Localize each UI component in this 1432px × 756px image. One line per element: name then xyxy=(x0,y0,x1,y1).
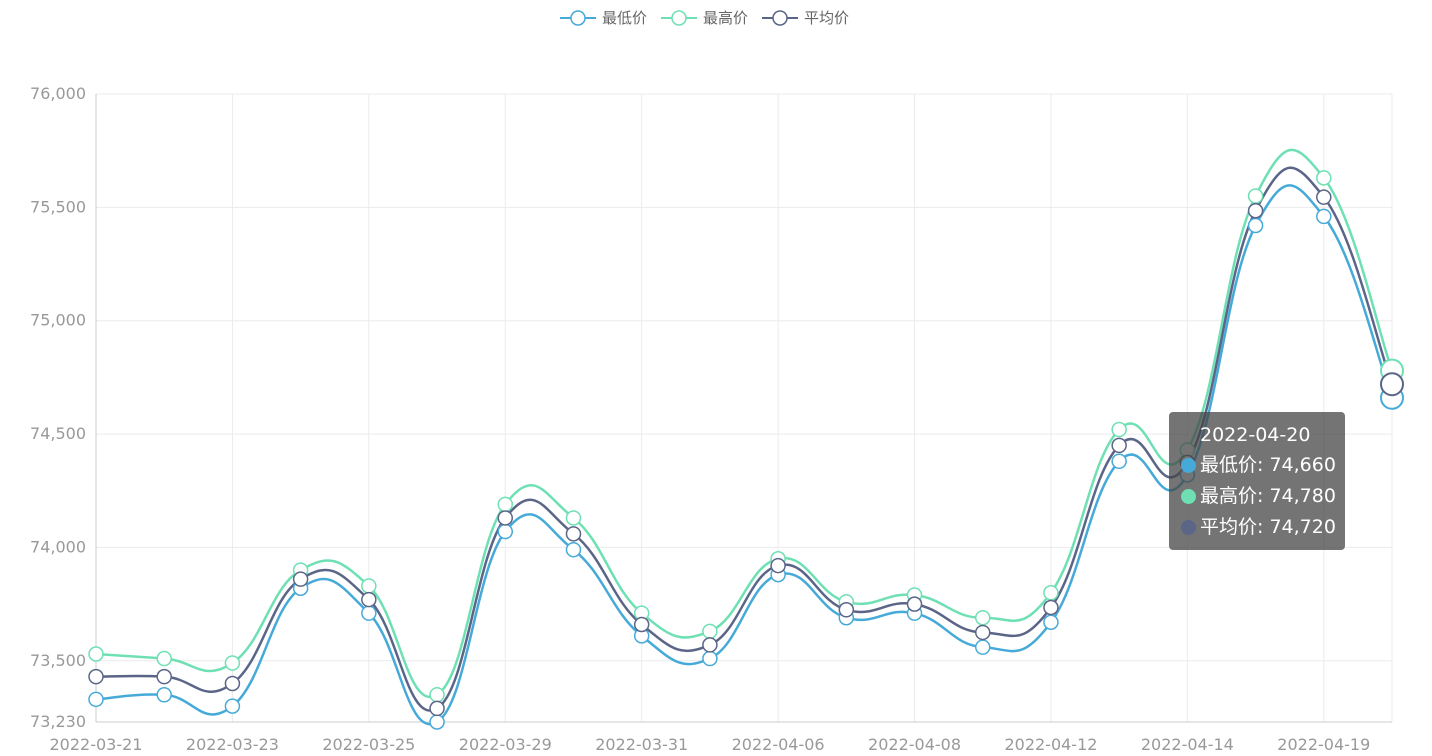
tooltip-title: 2022-04-20 xyxy=(1200,424,1311,446)
x-tick-label: 2022-04-19 xyxy=(1277,735,1370,754)
data-point-average[interactable] xyxy=(770,557,786,574)
legend-label-highest: 最高价 xyxy=(703,9,749,27)
tooltip-row-highest: 最高价: 74,780 xyxy=(1181,481,1345,512)
data-point-lowest[interactable] xyxy=(974,639,991,655)
data-point-highest[interactable] xyxy=(88,646,104,662)
data-point-highest[interactable] xyxy=(1247,188,1264,204)
data-point-average[interactable] xyxy=(838,602,855,618)
data-point-average[interactable] xyxy=(1247,203,1264,219)
data-point-highest[interactable] xyxy=(702,623,718,640)
legend-swatch-lowest xyxy=(560,9,596,26)
x-tick-label: 2022-04-06 xyxy=(732,735,825,754)
data-point-highest[interactable] xyxy=(1316,170,1332,186)
data-point-average[interactable] xyxy=(565,526,582,542)
data-point-average[interactable] xyxy=(497,510,514,526)
data-point-lowest[interactable] xyxy=(156,687,172,703)
data-point-average[interactable] xyxy=(906,596,923,612)
data-point-average[interactable] xyxy=(224,675,241,692)
tooltip-dot-average xyxy=(1181,520,1196,535)
x-tick-label: 2022-04-08 xyxy=(868,735,961,754)
data-point-lowest[interactable] xyxy=(565,541,582,558)
data-point-average[interactable] xyxy=(1316,189,1332,205)
data-point-lowest[interactable] xyxy=(702,650,718,667)
data-point-average[interactable] xyxy=(88,668,104,685)
tooltip-value-average: 平均价: 74,720 xyxy=(1200,516,1336,538)
data-point-lowest[interactable] xyxy=(497,523,514,540)
data-point-highest[interactable] xyxy=(429,687,445,703)
data-point-lowest[interactable] xyxy=(1043,614,1059,630)
legend-swatch-average xyxy=(762,9,799,26)
y-tick-label: 73,230 xyxy=(30,712,86,731)
data-point-highest[interactable] xyxy=(224,655,241,671)
x-tick-label: 2022-03-25 xyxy=(322,735,415,754)
x-tick-label: 2022-03-29 xyxy=(459,735,552,754)
data-point-lowest[interactable] xyxy=(224,698,241,714)
tooltip-row-lowest: 最低价: 74,660 xyxy=(1181,450,1345,481)
y-tick-label: 74,000 xyxy=(30,537,86,556)
data-point-lowest[interactable] xyxy=(361,605,377,621)
data-point-highest[interactable] xyxy=(497,496,514,513)
legend-item-highest[interactable]: 最高价 xyxy=(661,7,748,28)
legend-label-lowest: 最低价 xyxy=(602,9,648,27)
data-point-lowest[interactable] xyxy=(1316,208,1332,225)
tooltip-value-highest: 最高价: 74,780 xyxy=(1200,485,1336,507)
tooltip-row-average: 平均价: 74,720 xyxy=(1181,512,1345,543)
data-point-lowest[interactable] xyxy=(1111,453,1127,470)
data-point-lowest[interactable] xyxy=(88,691,104,708)
data-point-average[interactable] xyxy=(361,591,377,608)
x-tick-label: 2022-03-21 xyxy=(50,735,143,754)
legend-item-lowest[interactable]: 最低价 xyxy=(560,7,647,28)
data-point-highest[interactable] xyxy=(156,650,172,667)
legend: 最低价 最高价 平均价 xyxy=(560,7,849,28)
x-tick-label: 2022-04-14 xyxy=(1141,735,1234,754)
tooltip: 2022-04-20 最低价: 74,660 最高价: 74,780 平均价: … xyxy=(1169,412,1345,550)
data-point-lowest[interactable] xyxy=(1247,217,1264,234)
data-point-highest[interactable] xyxy=(1043,585,1059,601)
legend-swatch-highest xyxy=(661,9,698,26)
data-point-average[interactable] xyxy=(974,624,991,641)
x-tick-label: 2022-04-12 xyxy=(1004,735,1097,754)
data-point-average[interactable] xyxy=(1111,437,1127,454)
tooltip-dot-lowest xyxy=(1181,458,1196,473)
data-point-highest[interactable] xyxy=(974,609,991,626)
tooltip-dot-highest xyxy=(1181,489,1196,504)
legend-label-average: 平均价 xyxy=(804,9,850,27)
data-point-lowest[interactable] xyxy=(429,714,445,730)
data-point-average[interactable] xyxy=(633,616,650,633)
data-point-highest[interactable] xyxy=(361,578,377,594)
data-point-average[interactable] xyxy=(702,637,718,653)
data-point-highest[interactable] xyxy=(565,510,582,526)
data-point-average[interactable] xyxy=(1380,372,1404,397)
data-point-average[interactable] xyxy=(429,700,445,717)
legend-item-average[interactable]: 平均价 xyxy=(762,7,849,28)
y-tick-label: 76,000 xyxy=(30,84,86,103)
data-point-average[interactable] xyxy=(1043,599,1059,616)
y-tick-label: 73,500 xyxy=(30,651,86,670)
y-tick-label: 75,500 xyxy=(30,197,86,216)
x-tick-label: 2022-03-31 xyxy=(595,735,688,754)
data-point-highest[interactable] xyxy=(1111,421,1127,438)
data-point-average[interactable] xyxy=(292,571,309,587)
x-tick-label: 2022-03-23 xyxy=(186,735,279,754)
tooltip-value-lowest: 最低价: 74,660 xyxy=(1200,454,1336,476)
y-tick-label: 75,000 xyxy=(30,311,86,330)
data-point-average[interactable] xyxy=(156,668,172,685)
y-tick-label: 74,500 xyxy=(30,424,86,443)
